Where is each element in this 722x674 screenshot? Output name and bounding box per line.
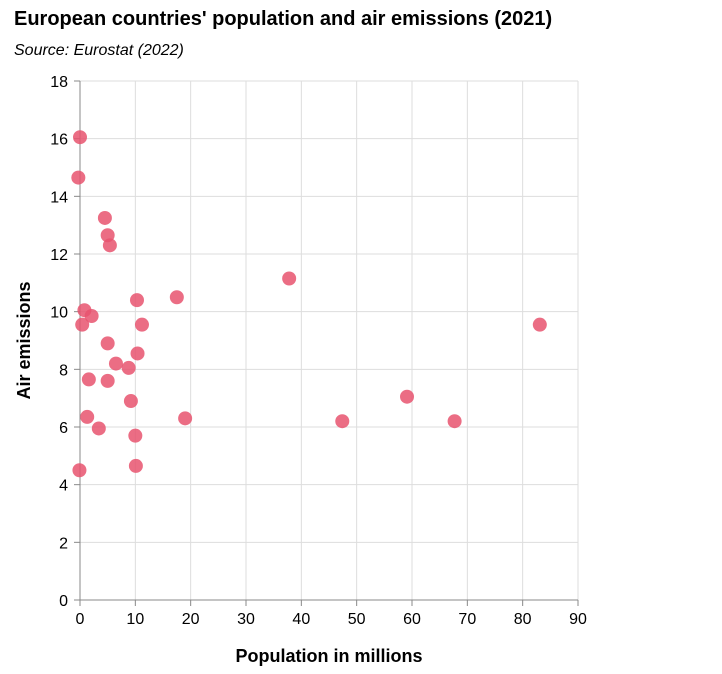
y-tick-label: 0 [59,593,68,610]
chart-title: European countries' population and air e… [14,8,553,30]
data-point [134,317,149,332]
chart-subtitle: Source: Eurostat (2022) [14,42,184,59]
axes [79,81,578,601]
data-point [130,346,145,361]
data-point [121,360,136,375]
data-point [71,170,86,185]
data-point [532,317,547,332]
data-point [169,290,184,305]
data-point [128,428,143,443]
x-tick-label: 30 [237,611,255,628]
x-tick-label: 70 [458,611,476,628]
data-point [81,372,96,387]
y-tick-label: 2 [59,535,68,552]
x-tick-label: 10 [126,611,144,628]
gridlines [79,80,579,601]
data-point [282,271,297,286]
y-axis-ticks: 0 2 4 6 8 10 12 14 16 18 [50,74,80,610]
x-axis-title: Population in millions [236,646,423,666]
data-point [80,409,95,424]
data-point [400,389,415,404]
data-point [129,293,144,308]
data-point [84,308,99,323]
y-axis-title: Air emissions [14,281,34,399]
data-point [97,210,112,225]
y-tick-label: 16 [50,132,68,149]
data-point [178,411,193,426]
data-point [123,394,138,409]
x-tick-label: 60 [403,611,421,628]
y-tick-label: 4 [59,478,68,495]
y-tick-label: 6 [59,420,68,437]
data-point [100,336,115,351]
y-tick-label: 10 [50,305,68,322]
data-point [335,414,350,429]
data-point [108,356,123,371]
data-point [102,238,117,253]
x-tick-label: 50 [348,611,366,628]
data-point [128,458,143,473]
x-tick-label: 90 [569,611,587,628]
y-tick-label: 12 [50,247,68,264]
x-tick-label: 20 [182,611,200,628]
x-axis-ticks: 0 10 20 30 40 50 60 70 80 90 [76,600,587,628]
data-point [100,373,115,388]
data-point [72,463,87,478]
x-tick-label: 0 [76,611,85,628]
y-tick-label: 18 [50,74,68,91]
x-tick-label: 40 [292,611,310,628]
data-point [91,421,106,436]
y-tick-label: 8 [59,362,68,379]
data-points [71,130,547,478]
data-point [75,317,90,332]
data-point [447,414,462,429]
x-tick-label: 80 [514,611,532,628]
y-tick-label: 14 [50,189,68,206]
data-point [73,130,87,145]
